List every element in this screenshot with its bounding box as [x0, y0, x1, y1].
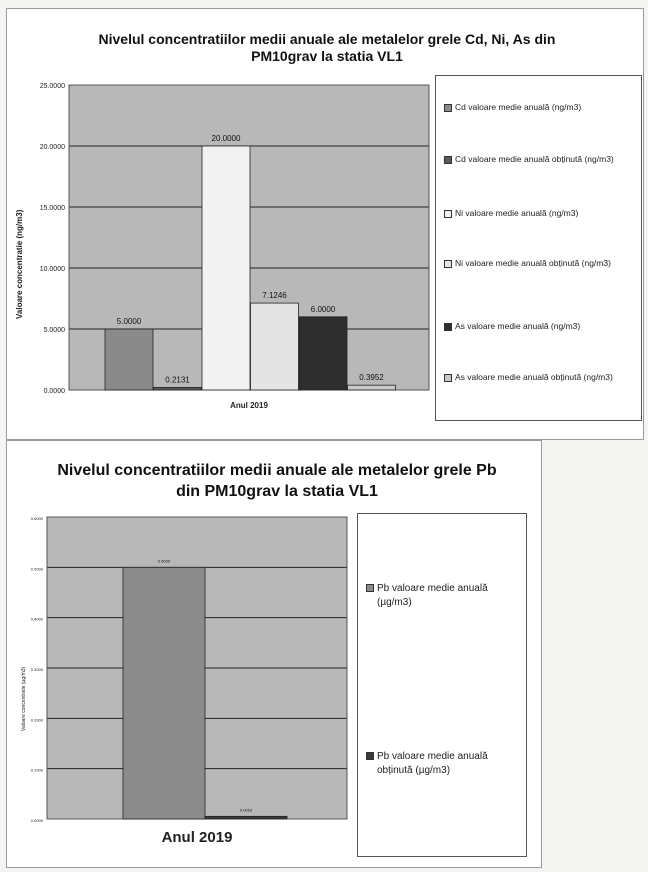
legend-label: As valoare medie anuală obținută (ng/m3): [455, 372, 613, 382]
bar-value-label: 0.3952: [359, 373, 384, 382]
legend-swatch: [444, 156, 452, 164]
legend-swatch: [444, 374, 452, 382]
legend-swatch: [444, 210, 452, 218]
bar: [104, 328, 154, 391]
bar: [122, 566, 206, 820]
legend-label: Ni valoare medie anuală (ng/m3): [455, 208, 579, 218]
legend-item: Ni valoare medie anuală (ng/m3): [444, 208, 633, 219]
y-tick-label: 0.2000: [31, 717, 44, 722]
legend-swatch: [444, 260, 452, 268]
chart-panel-cd-ni-as: Nivelul concentratiilor medii anuale ale…: [6, 8, 644, 440]
bar: [347, 384, 396, 391]
chart-title: Nivelul concentratiilor medii anuale ale…: [98, 31, 556, 64]
bar-chart-svg: 0.0000 0.1000 0.2000 0.3000 0.4000 0.5000 0.60…: [31, 516, 348, 823]
bar-value-label: 0.2131: [165, 375, 190, 384]
plot-area: 0.0000 0.1000 0.2000 0.3000 0.4000 0.5000 0.60…: [31, 516, 348, 823]
y-tick-label: 5.0000: [44, 327, 66, 334]
bar-value-label: 7.1246: [262, 291, 287, 300]
bar-chart-svg: 0.0000 5.0000 10.0000 15.0000 20.0000 25.0000…: [40, 83, 430, 395]
x-category-label: Anul 2019: [161, 829, 233, 846]
legend-label: Cd valoare medie anuală (ng/m3): [455, 102, 582, 112]
bar: [298, 316, 348, 391]
legend: Cd valoare medie anuală (ng/m3) Cd valoar…: [435, 75, 642, 421]
legend-item: Cd valoare medie anuală obținută (ng/m3): [444, 154, 633, 165]
bar: [204, 815, 288, 820]
y-tick-label: 25.0000: [40, 83, 65, 90]
y-tick-label: 0.0000: [44, 388, 66, 395]
legend-label: Ni valoare medie anuală obținută (ng/m3): [455, 258, 611, 268]
legend-item: Cd valoare medie anuală (ng/m3): [444, 102, 633, 113]
plot-area: 0.0000 5.0000 10.0000 15.0000 20.0000 25.0000…: [40, 83, 430, 395]
legend: Pb valoare medie anuală (µg/m3) Pb valoar…: [357, 513, 527, 857]
legend-item: Ni valoare medie anuală obținută (ng/m3): [444, 258, 633, 269]
legend-item: As valoare medie anuală (ng/m3): [444, 321, 633, 332]
bar-value-label: 5.0000: [117, 317, 142, 326]
legend-label: Cd valoare medie anuală obținută (ng/m3): [455, 154, 614, 164]
legend-item: Pb valoare medie anuală (µg/m3): [366, 582, 518, 609]
legend-swatch: [366, 752, 374, 760]
legend-swatch: [444, 104, 452, 112]
legend-label: As valoare medie anuală (ng/m3): [455, 321, 581, 331]
legend-label: Pb valoare medie anuală (µg/m3): [377, 583, 488, 608]
y-tick-label: 0.1000: [31, 768, 44, 773]
y-tick-label: 0.6000: [31, 516, 44, 521]
y-tick-label: 20.0000: [40, 144, 65, 151]
legend-item: Pb valoare medie anuală obținută (µg/m3): [366, 750, 518, 777]
y-tick-label: 0.5000: [31, 566, 44, 571]
legend-item: As valoare medie anuală obținută (ng/m3): [444, 372, 633, 383]
chart-panel-pb: Nivelul concentratiilor medii anuale ale…: [6, 440, 542, 868]
chart-title: Nivelul concentratiilor medii anuale ale…: [57, 462, 497, 500]
bar-value-label: 0.5000: [158, 558, 171, 563]
y-tick-label: 10.0000: [40, 266, 65, 273]
legend-label: Pb valoare medie anuală obținută (µg/m3): [377, 751, 488, 776]
legend-swatch: [444, 323, 452, 331]
legend-swatch: [366, 584, 374, 592]
y-tick-label: 15.0000: [40, 205, 65, 212]
bar-value-label: 20.0000: [212, 134, 241, 143]
y-tick-label: 0.0000: [31, 818, 44, 823]
bar: [201, 145, 251, 391]
y-tick-label: 0.3000: [31, 667, 44, 672]
bar-value-label: 0.0053: [240, 807, 253, 812]
x-category-label: Anul 2019: [230, 401, 268, 410]
bar-value-label: 6.0000: [311, 305, 336, 314]
y-axis-label: Valoare concentratie (ng/m3): [15, 209, 24, 319]
y-tick-label: 0.4000: [31, 617, 44, 622]
y-axis-label: Valoare concentratie (µg/m3): [21, 666, 27, 731]
bar: [153, 387, 202, 391]
bar: [250, 302, 299, 391]
